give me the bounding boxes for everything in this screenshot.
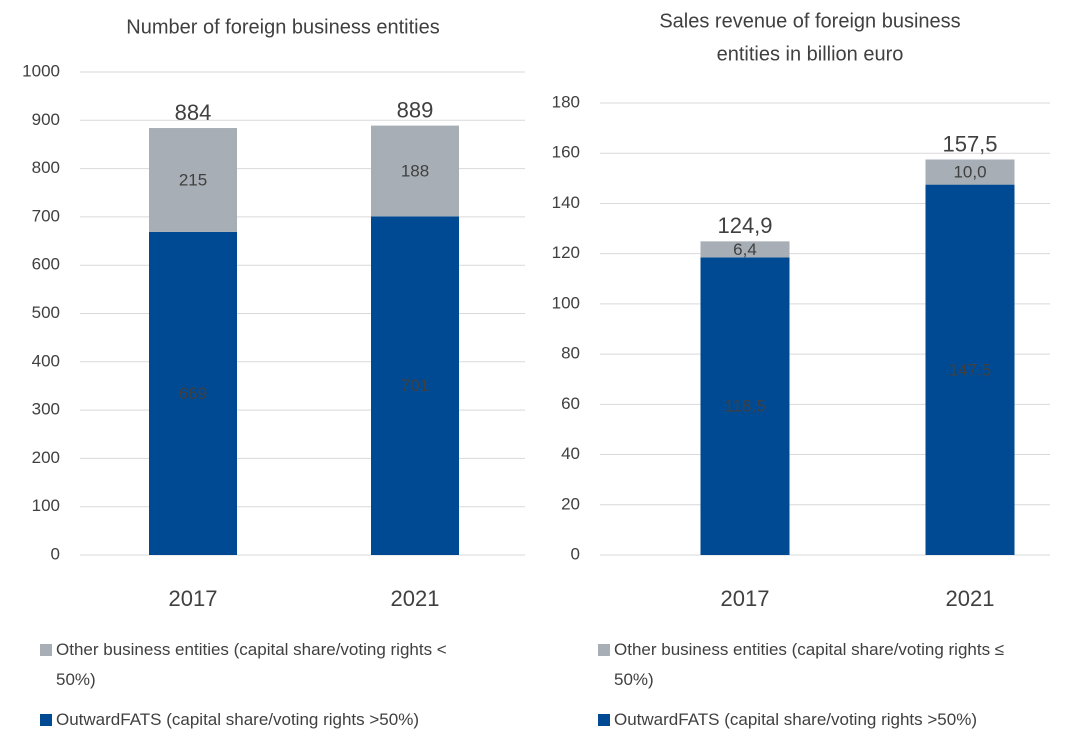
y-tick-label: 0	[51, 544, 60, 563]
total-label: 124,9	[717, 213, 772, 238]
chart-title: entities in billion euro	[717, 43, 904, 65]
legend-item: Other business entities (capital share/v…	[40, 635, 490, 695]
bar-segment	[371, 125, 459, 217]
y-tick-label: 700	[32, 206, 60, 225]
total-label: 889	[397, 97, 434, 122]
data-label: 215	[179, 170, 207, 189]
legend-swatch	[40, 644, 52, 656]
chart-title: Sales revenue of foreign business	[659, 10, 960, 32]
bar-segment	[149, 128, 237, 232]
y-tick-label: 100	[552, 293, 580, 312]
y-tick-label: 180	[552, 92, 580, 111]
total-label: 884	[175, 100, 212, 125]
bar-segment	[925, 184, 1015, 555]
data-label: 118,5	[724, 397, 765, 416]
legend-label: OutwardFATS (capital share/voting rights…	[56, 710, 419, 729]
legend-label: OutwardFATS (capital share/voting rights…	[614, 710, 977, 729]
y-tick-label: 20	[561, 494, 580, 513]
data-label: 6,4	[733, 240, 757, 259]
data-label: 188	[401, 161, 429, 180]
x-tick-label: 2021	[946, 586, 995, 611]
y-tick-label: 1000	[22, 61, 60, 80]
bar-segment	[925, 159, 1015, 185]
y-tick-label: 40	[561, 444, 580, 463]
data-label: 701	[401, 376, 429, 395]
y-tick-label: 120	[552, 243, 580, 262]
legend-item: Other business entities (capital share/v…	[598, 635, 1048, 695]
data-label: 10,0	[953, 163, 986, 182]
y-tick-label: 200	[32, 448, 60, 467]
total-label: 157,5	[942, 131, 997, 156]
y-tick-label: 60	[561, 394, 580, 413]
data-label: 147,5	[949, 360, 992, 379]
y-tick-label: 900	[32, 110, 60, 129]
y-tick-label: 100	[32, 496, 60, 515]
bar-segment	[700, 257, 790, 555]
x-tick-label: 2017	[169, 586, 218, 611]
y-tick-label: 800	[32, 158, 60, 177]
chart-title: Number of foreign business entities	[126, 16, 440, 38]
bar-segment	[371, 216, 459, 556]
y-tick-label: 140	[552, 193, 580, 212]
y-tick-label: 400	[32, 351, 60, 370]
y-tick-label: 600	[32, 255, 60, 274]
y-tick-label: 500	[32, 303, 60, 322]
legend: Other business entities (capital share/v…	[40, 635, 490, 745]
legend-item: OutwardFATS (capital share/voting rights…	[40, 705, 490, 735]
y-tick-label: 0	[571, 544, 580, 563]
legend: Other business entities (capital share/v…	[598, 635, 1048, 745]
legend-swatch	[40, 714, 52, 726]
legend-swatch	[598, 644, 610, 656]
bar-segment	[149, 231, 237, 556]
y-tick-label: 300	[32, 400, 60, 419]
legend-label: Other business entities (capital share/v…	[614, 640, 1005, 689]
y-tick-label: 80	[561, 344, 580, 363]
bar-segment	[700, 241, 790, 258]
y-tick-label: 160	[552, 143, 580, 162]
legend-swatch	[598, 714, 610, 726]
x-tick-label: 2017	[721, 586, 770, 611]
legend-label: Other business entities (capital share/v…	[56, 640, 447, 689]
x-tick-label: 2021	[391, 586, 440, 611]
legend-item: OutwardFATS (capital share/voting rights…	[598, 705, 1048, 735]
data-label: 669	[179, 384, 207, 403]
